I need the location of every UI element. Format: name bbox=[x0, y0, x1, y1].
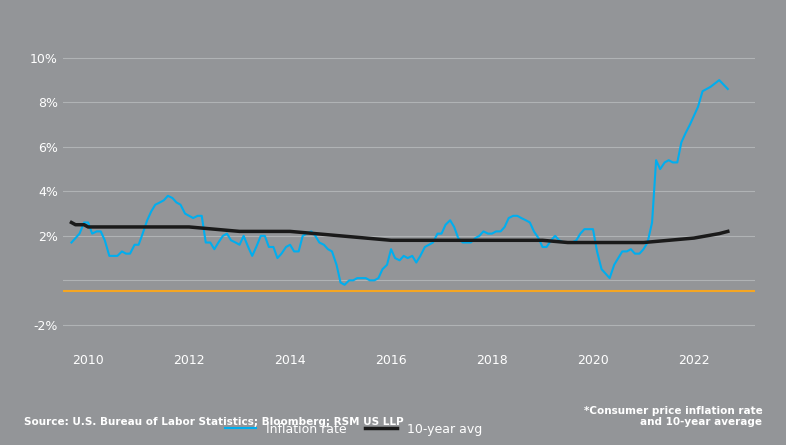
Text: Source: U.S. Bureau of Labor Statistics; Bloomberg; RSM US LLP: Source: U.S. Bureau of Labor Statistics;… bbox=[24, 417, 403, 427]
Text: *Consumer price inflation rate
and 10-year average: *Consumer price inflation rate and 10-ye… bbox=[584, 405, 762, 427]
Legend: Inflation rate, 10-year avg: Inflation rate, 10-year avg bbox=[220, 417, 487, 441]
